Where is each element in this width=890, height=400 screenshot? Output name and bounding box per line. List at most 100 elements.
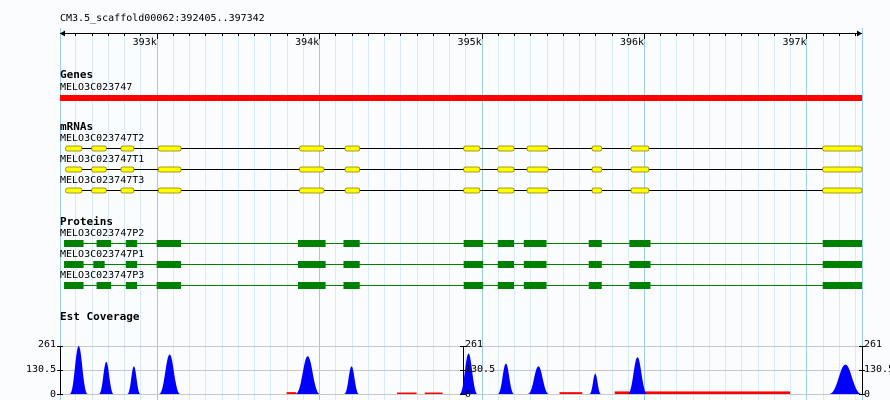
protein-label-p1: MELO3C023747P1 <box>60 249 145 260</box>
mrna-exon <box>344 166 361 173</box>
mrna-exon <box>591 145 603 152</box>
mrna-label-t3: MELO3C023747T3 <box>60 175 145 186</box>
ruler-tick-label: 397k <box>782 37 807 48</box>
mrna-exon <box>299 166 325 173</box>
coverage-peak <box>829 364 862 394</box>
ruler-left-arrow <box>60 30 65 37</box>
mrna-exon <box>157 187 182 194</box>
protein-exon <box>629 261 651 268</box>
protein-exon <box>588 261 602 268</box>
coverage-peak <box>497 363 515 394</box>
protein-exon <box>156 282 182 289</box>
gene-label: MELO3C023747 <box>60 82 133 93</box>
protein-exon <box>497 282 515 289</box>
protein-exon <box>343 282 360 289</box>
ruler-right-arrow <box>857 30 862 37</box>
mrna-exon <box>526 145 549 152</box>
mrna-label-t2: MELO3C023747T2 <box>60 133 145 144</box>
coverage-peak <box>295 356 320 394</box>
mrna-exon <box>91 166 107 173</box>
protein-exon <box>588 240 602 247</box>
mrna-exon <box>497 145 515 152</box>
protein-exon <box>523 261 547 268</box>
mrna-exon <box>497 187 515 194</box>
mrnas-track-title: mRNAs <box>60 120 94 133</box>
coverage-peak <box>344 366 359 394</box>
protein-exon <box>64 282 84 289</box>
protein-exon <box>629 240 651 247</box>
mrna-exon <box>630 166 650 173</box>
protein-label-p2: MELO3C023747P2 <box>60 228 145 239</box>
mrna-exon <box>526 166 549 173</box>
location-label: CM3.5_scaffold00062:392405..397342 <box>60 13 265 24</box>
mrna-exon <box>497 166 515 173</box>
protein-exon <box>822 282 862 289</box>
coverage-scale-mid-mid: 130.5 <box>465 364 496 375</box>
protein-exon <box>64 261 84 268</box>
mrna-exon <box>526 187 549 194</box>
protein-exon <box>523 240 547 247</box>
mrna-exon <box>463 166 481 173</box>
mrna-exon <box>299 187 325 194</box>
mrna-exon <box>822 145 863 152</box>
ruler-tick-label: 393k <box>132 37 157 48</box>
protein-exon <box>629 282 651 289</box>
mrna-exon <box>120 187 135 194</box>
mrna-exon <box>591 166 603 173</box>
coverage-peak <box>627 357 648 394</box>
protein-exon <box>96 282 112 289</box>
coverage-peak <box>159 354 181 394</box>
mrna-exon <box>591 187 603 194</box>
protein-exon <box>297 261 326 268</box>
mrna-exon <box>120 166 135 173</box>
coverage-scale-mid-max: 261 <box>465 339 484 350</box>
protein-exon <box>588 282 602 289</box>
protein-exon <box>96 240 112 247</box>
mrna-exon <box>91 187 107 194</box>
mrna-exon <box>463 187 481 194</box>
protein-exon <box>297 240 326 247</box>
coverage-scale-right-zero: 0 <box>864 389 871 400</box>
coverage-peak <box>98 361 114 394</box>
mrna-exon <box>344 145 361 152</box>
coverage-peak <box>69 346 88 394</box>
coverage-scale-right-max: 261 <box>864 339 883 350</box>
mrna-exon <box>157 166 182 173</box>
protein-exon <box>822 240 862 247</box>
coverage-low-segment <box>424 392 443 394</box>
protein-exon <box>523 282 547 289</box>
protein-exon <box>497 261 515 268</box>
coverage-low-segment <box>559 392 583 394</box>
protein-exon <box>343 240 360 247</box>
coverage-peak <box>127 366 141 394</box>
protein-exon <box>156 261 182 268</box>
protein-exon <box>93 261 105 268</box>
mrna-label-t1: MELO3C023747T1 <box>60 154 145 165</box>
mrna-exon <box>120 145 135 152</box>
mrna-exon <box>65 187 83 194</box>
mrna-exon <box>822 166 863 173</box>
protein-exon <box>156 240 182 247</box>
mrna-exon <box>65 166 83 173</box>
mrna-exon <box>65 145 83 152</box>
protein-label-p3: MELO3C023747P3 <box>60 270 145 281</box>
coverage-scale-right-mid: 130.5 <box>864 364 890 375</box>
coverage-scale-left-zero: 0 <box>50 389 57 400</box>
mrna-exon <box>344 187 361 194</box>
mrna-exon <box>299 145 325 152</box>
proteins-track-title: Proteins <box>60 215 113 228</box>
coverage-scale-mid-zero: 0 <box>465 389 472 400</box>
protein-exon <box>125 240 138 247</box>
coverage-scale-left-mid: 130.5 <box>26 364 57 375</box>
protein-exon <box>64 240 84 247</box>
coverage-peak <box>459 353 478 394</box>
mrna-exon <box>157 145 182 152</box>
genes-track-title: Genes <box>60 68 94 81</box>
mrna-exon <box>91 145 107 152</box>
coverage-low-segment <box>286 392 297 394</box>
ruler-tick-label: 396k <box>619 37 645 48</box>
protein-exon <box>297 282 326 289</box>
protein-exon <box>463 240 484 247</box>
mrna-exon <box>630 145 650 152</box>
protein-exon <box>463 282 484 289</box>
